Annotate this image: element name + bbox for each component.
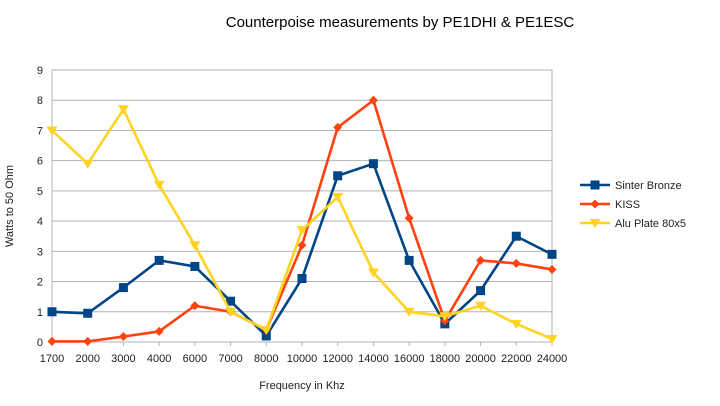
data-point bbox=[118, 332, 128, 342]
data-point bbox=[547, 264, 557, 274]
x-tick-label: 10000 bbox=[287, 353, 318, 365]
x-tick-label: 16000 bbox=[394, 353, 425, 365]
data-point bbox=[154, 326, 164, 336]
data-point bbox=[82, 159, 94, 169]
series-line bbox=[51, 162, 553, 338]
data-point bbox=[368, 159, 378, 169]
data-point bbox=[403, 307, 415, 317]
data-point bbox=[83, 336, 93, 346]
data-point bbox=[404, 213, 414, 223]
y-tick-label: 7 bbox=[37, 125, 43, 137]
series-layer bbox=[46, 95, 558, 346]
x-tick-label: 4000 bbox=[147, 353, 171, 365]
x-tick-label: 20000 bbox=[465, 353, 496, 365]
data-point bbox=[404, 255, 414, 265]
y-tick-label: 2 bbox=[37, 277, 43, 289]
y-tick-label: 5 bbox=[37, 186, 43, 198]
x-tick-label: 6000 bbox=[183, 353, 207, 365]
data-point bbox=[118, 283, 128, 293]
data-point bbox=[333, 171, 343, 181]
legend-item: Alu Plate 80x5 bbox=[580, 218, 686, 230]
data-point bbox=[510, 319, 522, 329]
data-point bbox=[190, 301, 200, 311]
data-point bbox=[190, 261, 200, 271]
x-axis-label: Frequency in Khz bbox=[259, 380, 345, 392]
series-0 bbox=[47, 159, 557, 341]
x-tick-label: 2000 bbox=[75, 353, 99, 365]
data-point bbox=[153, 180, 165, 190]
data-point bbox=[226, 296, 236, 306]
x-tick-label: 1700 bbox=[40, 353, 64, 365]
y-tick-label: 6 bbox=[37, 156, 43, 168]
data-point bbox=[47, 336, 57, 346]
y-axis-label: Watts to 50 Ohm bbox=[4, 165, 16, 247]
data-point bbox=[511, 258, 521, 268]
data-point bbox=[297, 240, 307, 250]
legend-swatch-marker bbox=[590, 180, 600, 190]
data-point bbox=[46, 126, 58, 136]
data-point bbox=[332, 192, 344, 202]
x-tick-label: 18000 bbox=[430, 353, 461, 365]
data-point bbox=[47, 307, 57, 317]
legend: Sinter Bronze KISS Alu Plate 80x5 bbox=[580, 180, 686, 230]
plot-area bbox=[51, 69, 553, 343]
x-tick-label: 14000 bbox=[358, 353, 389, 365]
y-tick-label: 0 bbox=[37, 337, 43, 349]
chart-title: Counterpoise measurements by PE1DHI & PE… bbox=[226, 14, 575, 31]
data-point bbox=[189, 241, 201, 251]
data-point bbox=[83, 308, 93, 318]
legend-swatch-marker bbox=[590, 199, 600, 209]
legend-swatch-marker bbox=[589, 219, 601, 228]
data-point bbox=[476, 286, 486, 296]
x-tick-label: 22000 bbox=[501, 353, 532, 365]
legend-item: KISS bbox=[580, 199, 640, 211]
x-tick-label: 8000 bbox=[254, 353, 278, 365]
data-point bbox=[368, 95, 378, 105]
series-2 bbox=[46, 105, 558, 344]
x-tick-label: 12000 bbox=[322, 353, 353, 365]
grid-lines bbox=[52, 69, 552, 343]
x-tick-label: 7000 bbox=[218, 353, 242, 365]
data-point bbox=[261, 331, 271, 341]
y-axis-ticks: 0 1 2 3 4 5 6 7 8 9 bbox=[37, 65, 43, 349]
legend-label: Alu Plate 80x5 bbox=[615, 218, 686, 230]
legend-label: Sinter Bronze bbox=[615, 180, 682, 192]
y-tick-label: 3 bbox=[37, 246, 43, 258]
y-tick-label: 4 bbox=[37, 216, 43, 228]
data-point bbox=[225, 307, 237, 317]
data-point bbox=[296, 226, 308, 236]
x-tick-label: 3000 bbox=[111, 353, 135, 365]
y-tick-label: 9 bbox=[37, 65, 43, 77]
data-point bbox=[476, 255, 486, 265]
x-tick-label: 24000 bbox=[537, 353, 568, 365]
data-point bbox=[297, 274, 307, 284]
data-point bbox=[117, 105, 129, 115]
data-point bbox=[333, 122, 343, 132]
data-point bbox=[546, 334, 558, 344]
legend-label: KISS bbox=[615, 199, 640, 211]
data-point bbox=[260, 325, 272, 335]
data-point bbox=[547, 249, 557, 259]
data-point bbox=[511, 231, 521, 241]
data-point bbox=[475, 301, 487, 311]
data-point bbox=[439, 312, 451, 322]
y-tick-label: 8 bbox=[37, 95, 43, 107]
x-axis-ticks: 1700 2000 3000 4000 6000 7000 8000 10000 12000 14… bbox=[40, 342, 568, 365]
y-tick-label: 1 bbox=[37, 307, 43, 319]
legend-item: Sinter Bronze bbox=[580, 180, 682, 192]
data-point bbox=[154, 255, 164, 265]
data-point bbox=[367, 268, 379, 278]
